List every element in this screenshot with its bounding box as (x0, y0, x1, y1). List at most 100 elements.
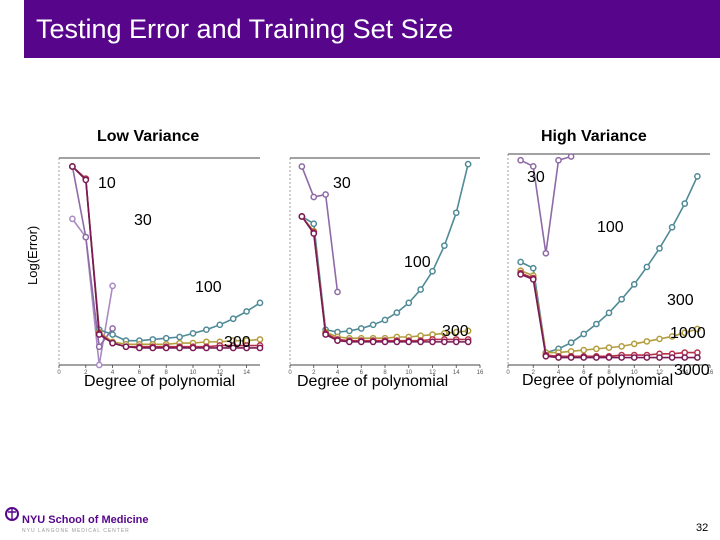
high-variance-label: High Variance (541, 128, 647, 145)
x-tick-label: 16 (477, 370, 484, 376)
data-point-3000 (429, 338, 436, 346)
x-tick-label: 10 (405, 370, 412, 376)
data-point-10 (109, 282, 116, 290)
data-point-300 (643, 338, 651, 345)
data-point-30 (542, 249, 550, 257)
x-tick-label: 2 (312, 370, 316, 376)
x-tick-label: 16 (707, 370, 714, 376)
data-point-30 (95, 343, 103, 351)
data-point-3000 (334, 337, 341, 344)
data-point-300 (256, 336, 264, 343)
data-point-30 (517, 156, 524, 164)
nyu-logo-icon (5, 507, 19, 521)
series-line-10 (71, 218, 114, 366)
data-point-100 (580, 330, 588, 338)
data-point-30 (310, 193, 318, 201)
x-axis-label-3: Degree of polynomial (522, 372, 674, 389)
data-point-3000 (517, 271, 524, 278)
x-axis-label-2: Degree of polynomial (297, 373, 449, 390)
annotation-300: 300 (224, 334, 251, 351)
low-variance-label: Low Variance (97, 128, 200, 145)
data-point-300 (618, 343, 625, 350)
annotation-300: 300 (667, 292, 694, 309)
data-point-30 (82, 233, 90, 241)
data-point-30 (334, 288, 341, 296)
annotation-1000: 1000 (670, 325, 706, 342)
data-point-3000 (668, 354, 676, 361)
data-point-300 (605, 344, 613, 351)
data-point-3000 (82, 176, 90, 184)
annotation-30: 30 (134, 212, 152, 229)
data-point-3000 (393, 338, 401, 346)
data-point-3000 (567, 354, 575, 361)
title-bar: Testing Error and Training Set Size (0, 0, 720, 58)
data-point-100 (346, 327, 353, 335)
data-point-3000 (176, 344, 183, 352)
data-point-100 (517, 258, 524, 266)
x-tick-label: 2 (532, 370, 536, 376)
data-point-100 (189, 329, 197, 337)
data-point-300 (580, 346, 588, 354)
data-point-3000 (322, 331, 329, 338)
data-point-3000 (681, 354, 689, 361)
data-point-100 (109, 331, 116, 338)
data-point-100 (393, 309, 401, 316)
x-tick-label: 14 (681, 370, 688, 376)
data-point-3000 (369, 338, 377, 346)
x-tick-label: 8 (165, 370, 169, 376)
annotation-100: 100 (195, 279, 222, 296)
x-tick-label: 0 (57, 370, 61, 376)
data-point-3000 (109, 339, 116, 347)
data-point-100 (618, 295, 625, 303)
x-tick-label: 12 (429, 370, 436, 376)
data-point-100 (643, 263, 651, 271)
x-tick-label: 6 (582, 370, 586, 376)
data-point-100 (529, 264, 537, 272)
data-point-100 (630, 280, 638, 288)
x-tick-label: 12 (216, 370, 223, 376)
data-point-100 (452, 209, 460, 217)
annotation-300: 300 (442, 323, 469, 340)
data-point-100 (656, 244, 663, 252)
slide-title: Testing Error and Training Set Size (36, 14, 454, 44)
data-point-3000 (216, 344, 224, 352)
data-point-3000 (256, 344, 264, 352)
annotation-30: 30 (527, 169, 545, 186)
annotation-10: 10 (98, 175, 116, 192)
data-point-100 (405, 299, 413, 307)
data-point-300 (656, 335, 663, 343)
data-point-3000 (310, 230, 318, 237)
x-tick-label: 8 (383, 370, 387, 376)
data-point-100 (256, 299, 264, 307)
chart-panel-2: 0 2 4 6 8 10 12 14 16 (288, 157, 484, 376)
data-point-100 (567, 339, 575, 347)
chart-panel-3: 0 2 4 6 8 10 12 14 16 (506, 153, 714, 376)
logo-subtext: NYU LANGONE MEDICAL CENTER (22, 528, 130, 534)
data-point-30 (298, 163, 306, 170)
data-point-3000 (605, 354, 613, 361)
data-point-300 (441, 329, 448, 337)
data-point-3000 (643, 354, 651, 361)
data-point-100 (176, 333, 183, 341)
x-tick-label: 4 (557, 370, 561, 376)
data-point-100 (605, 309, 613, 317)
data-point-100 (464, 160, 472, 168)
data-point-100 (310, 220, 318, 228)
data-point-3000 (417, 338, 424, 346)
x-tick-label: 0 (288, 370, 292, 376)
data-point-100 (593, 320, 600, 328)
data-point-100 (694, 172, 701, 180)
x-tick-label: 10 (190, 370, 197, 376)
data-point-3000 (441, 338, 448, 346)
data-point-3000 (229, 344, 237, 352)
data-point-100 (668, 223, 676, 231)
data-point-3000 (405, 338, 413, 346)
data-point-100 (429, 267, 436, 275)
data-point-100 (203, 326, 210, 334)
data-point-100 (229, 315, 237, 323)
data-point-30 (322, 191, 329, 198)
data-point-3000 (593, 354, 600, 361)
x-tick-label: 4 (111, 370, 115, 376)
data-point-3000 (189, 344, 197, 352)
x-tick-label: 0 (506, 370, 510, 376)
